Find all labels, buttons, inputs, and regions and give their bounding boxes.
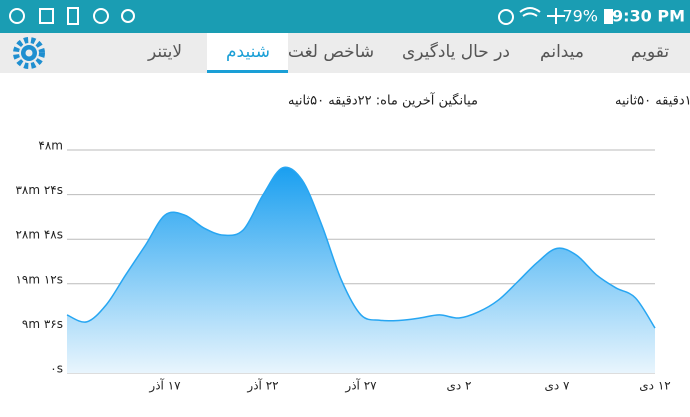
x-tick-label: ۲ دی xyxy=(446,379,471,393)
x-tick-label: ۱۷ آذر xyxy=(148,378,181,394)
line xyxy=(66,166,656,329)
y-tick-label: ۰s xyxy=(50,362,63,376)
x-tick-label: ۲۷ آذر xyxy=(344,378,377,394)
battery-icon xyxy=(604,9,613,24)
tab-bar xyxy=(0,33,690,73)
y-tick-label: ۹m ۳۶s xyxy=(22,317,63,331)
y-tick-label: ۲۸m ۴۸s xyxy=(15,228,63,242)
chart: ۰s ۹m ۳۶s ۱۹m ۱۲s ۲۸m ۴۸s ۳۸m ۲۴s ۴۸m ۱۷ آذر ۲۲… xyxy=(15,139,670,394)
tab[interactable]: شنیدم xyxy=(226,42,270,62)
active-tab-bg[interactable] xyxy=(207,33,288,73)
tab[interactable]: لایتنر xyxy=(147,42,182,62)
tab[interactable]: تقویم xyxy=(631,42,669,62)
clock: 9:30 PM xyxy=(612,7,685,26)
month-average: میانگین آخرین ماه: ۲۲دقیقه ۵۰ثانیه xyxy=(288,92,478,109)
gear-hole[interactable] xyxy=(25,49,33,57)
x-tick-label: ۱۲ دی xyxy=(639,379,670,393)
tab[interactable]: میدانم xyxy=(540,42,584,62)
x-tick-label: ۲۲ آذر xyxy=(246,378,278,394)
gear[interactable] xyxy=(13,37,45,69)
y-tick-label: ۳۸m ۲۴s xyxy=(15,183,63,197)
x-tick-label: ۷ دی xyxy=(544,379,570,393)
status-bar xyxy=(0,0,690,33)
area xyxy=(67,167,655,373)
tab[interactable]: شاخص لغت xyxy=(288,42,374,62)
tab[interactable]: در حال یادگیری xyxy=(402,41,510,62)
y-tick-label: ۴۸m xyxy=(38,139,63,153)
active-tab-indicator[interactable] xyxy=(207,70,288,73)
week-average: میانگین آخرین هفته: ۱۹دقیقه ۵۰ثانیه xyxy=(615,92,690,109)
battery: 79% xyxy=(562,7,598,26)
settings-button[interactable] xyxy=(13,37,45,69)
y-tick-label: ۱۹m ۱۲s xyxy=(15,272,63,286)
status-icons xyxy=(9,7,565,25)
